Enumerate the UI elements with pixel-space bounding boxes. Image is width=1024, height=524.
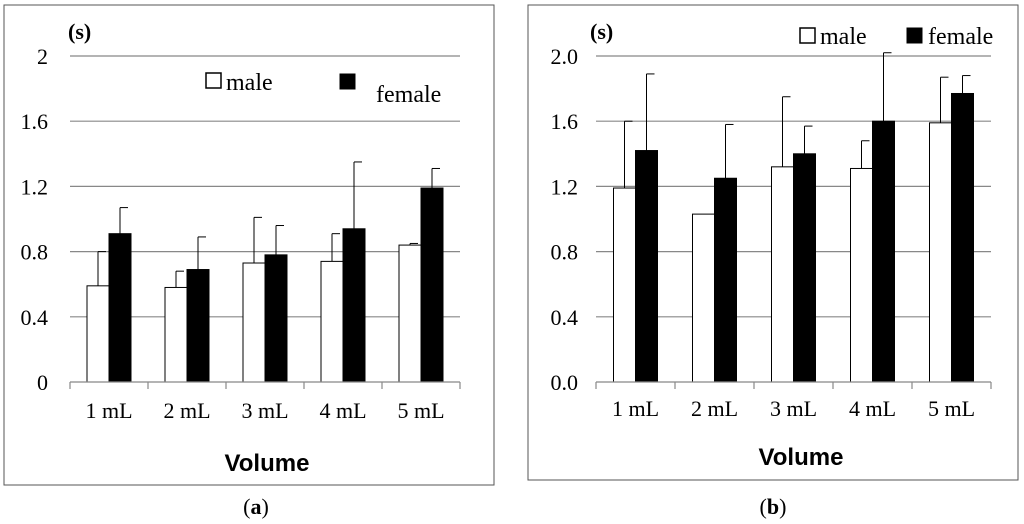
panel-b-y-tick-label: 1.6 — [551, 109, 579, 134]
panel-a-bar-female — [186, 269, 210, 383]
panel-b-bar-female — [714, 177, 737, 383]
panel-a-y-tick-label: 0.8 — [21, 240, 49, 265]
panel-b-y-tick-label: 0.0 — [551, 370, 579, 395]
panel-b-bar-female — [951, 92, 974, 383]
panel-a-gridlines — [70, 55, 460, 318]
panel-b-y-tick-label: 0.4 — [551, 305, 579, 330]
panel-a: 00.40.81.21.62 1 mL 2 mL 3 mL 4 mL 5 mL (s) … — [3, 4, 495, 519]
panel-a-y-tick-label: 0.4 — [21, 305, 49, 330]
panel-a-bar-female — [264, 254, 288, 383]
panel-b-bar-male — [771, 166, 794, 383]
panel-b-caption: (b) — [760, 494, 787, 519]
panel-b-category-label: 1 mL — [612, 396, 659, 421]
panel-a-category-label: 1 mL — [85, 398, 132, 423]
panel-a-category-label: 4 mL — [319, 398, 366, 423]
panel-a-y-tick-label: 1.6 — [21, 109, 49, 134]
panel-b-y-tick-label: 1.2 — [551, 174, 579, 199]
panel-a-bar-male — [242, 262, 266, 383]
panel-a-y-tick-label: 2 — [37, 44, 48, 69]
panel-a-x-axis — [69, 381, 461, 389]
panel-b-bar-female — [635, 150, 658, 383]
panel-b-category-label: 4 mL — [849, 396, 896, 421]
panel-b-category-labels: 1 mL 2 mL 3 mL 4 mL 5 mL — [612, 396, 975, 421]
panel-b-bars — [613, 52, 974, 383]
panel-a-category-labels: 1 mL 2 mL 3 mL 4 mL 5 mL — [85, 398, 444, 423]
panel-b-caption-letter: b — [767, 494, 779, 519]
panel-a-category-label: 2 mL — [163, 398, 210, 423]
panel-a-caption-letter: a — [251, 494, 262, 519]
panel-b-legend-male-label: male — [820, 24, 867, 50]
panel-b-legend-female-swatch — [906, 27, 923, 44]
panel-a-y-tick-label: 1.2 — [21, 174, 49, 199]
panel-b: 0.00.40.81.21.62.0 1 mL 2 mL 3 mL 4 mL 5 mL … — [527, 4, 1019, 519]
panel-a-caption: (a) — [243, 494, 269, 519]
panel-b-x-axis — [595, 381, 992, 389]
panel-b-bar-female — [872, 120, 895, 383]
panel-b-bar-male — [929, 122, 952, 383]
panel-a-bar-female — [342, 228, 366, 383]
panel-a-legend: male female — [205, 70, 441, 108]
panel-b-bar-female — [793, 153, 816, 383]
panel-a-bars — [86, 161, 444, 383]
panel-a-bar-male — [398, 244, 422, 383]
panel-b-unit-label: (s) — [590, 19, 613, 44]
panel-b-y-tick-labels: 0.0 0.4 0.8 1.2 1.6 2.0 — [551, 44, 579, 395]
panel-b-category-label: 3 mL — [770, 396, 817, 421]
panel-b-category-label: 5 mL — [928, 396, 975, 421]
panel-b-legend: male female — [799, 24, 993, 50]
panel-a-legend-female-swatch — [339, 73, 356, 90]
panel-a-x-axis-title: Volume — [225, 450, 310, 477]
panel-a-legend-male-label: male — [226, 70, 273, 96]
panel-a-bar-female — [108, 233, 132, 383]
panel-a-legend-male-swatch — [205, 72, 222, 89]
panel-a-legend-female-label: female — [376, 82, 441, 108]
panel-b-bar-male — [613, 187, 636, 383]
panel-b-bar-male — [692, 213, 715, 383]
panel-a-bar-male — [86, 285, 110, 383]
panel-a-y-tick-label: 0 — [37, 370, 48, 395]
panel-a-category-label: 5 mL — [397, 398, 444, 423]
panel-a-y-tick-labels: 0 0.4 0.8 1.2 1.6 2 — [21, 44, 49, 395]
panel-b-legend-male-swatch — [799, 27, 816, 44]
panel-b-y-tick-label: 2.0 — [551, 44, 579, 69]
panel-a-bar-male — [320, 260, 344, 383]
panel-b-x-axis-title: Volume — [759, 444, 844, 471]
panel-a-bar-female — [420, 187, 444, 383]
panel-b-category-label: 2 mL — [691, 396, 738, 421]
panel-a-category-label: 3 mL — [241, 398, 288, 423]
panel-a-bar-male — [164, 286, 188, 383]
panel-a-unit-label: (s) — [68, 19, 91, 44]
panel-a-frame — [3, 4, 495, 486]
panel-b-legend-female-label: female — [928, 24, 993, 50]
panel-b-frame — [527, 4, 1019, 481]
panel-b-bar-male — [850, 167, 873, 383]
panel-b-y-tick-label: 0.8 — [551, 240, 579, 265]
